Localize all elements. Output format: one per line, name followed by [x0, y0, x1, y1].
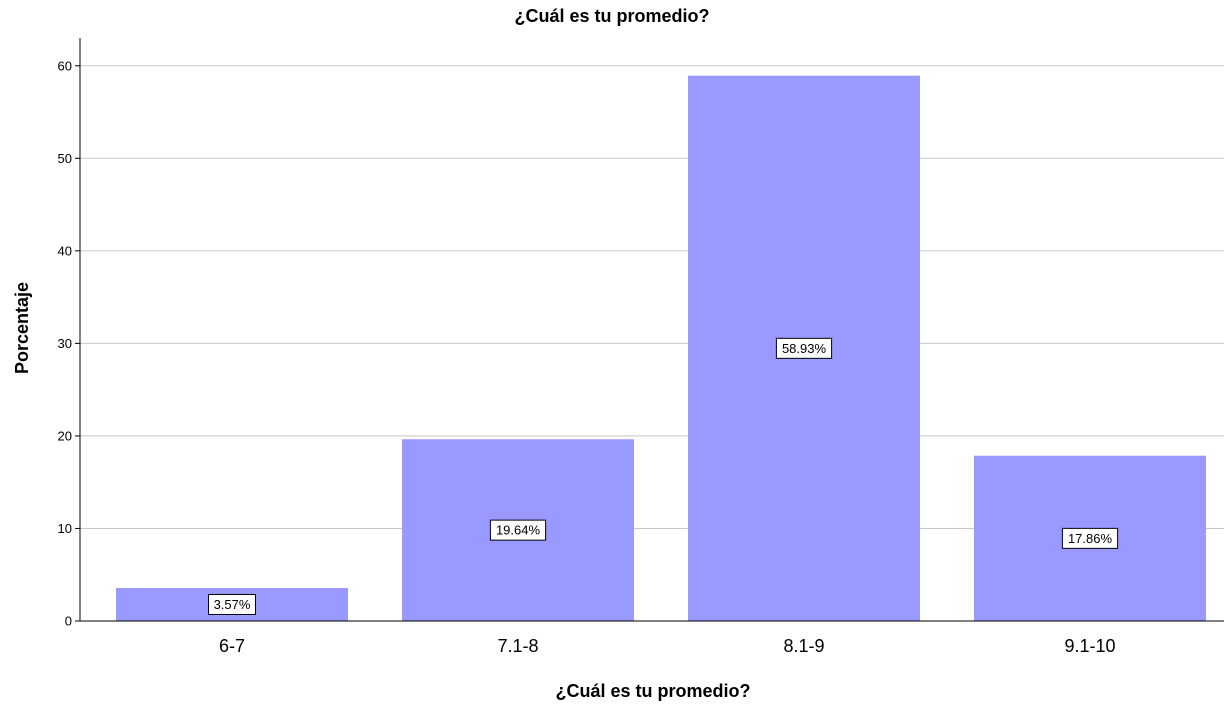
data-label: 58.93% [782, 341, 827, 356]
data-label: 3.57% [214, 597, 251, 612]
data-label-box [775, 337, 833, 359]
y-tick-label: 50 [58, 151, 72, 166]
y-tick-labels: 0 10 20 30 40 50 60 [58, 58, 72, 628]
x-tick-label: 9.1-10 [1064, 636, 1115, 656]
data-label-box [208, 593, 256, 615]
bars [116, 75, 1206, 622]
y-tick-label: 60 [58, 58, 72, 73]
x-tick-labels: 6-7 7.1-8 8.1-9 9.1-10 [219, 636, 1116, 656]
data-label: 19.64% [496, 523, 541, 538]
x-tick-label: 8.1-9 [783, 636, 824, 656]
x-tick-label: 6-7 [219, 636, 245, 656]
grid-lines [75, 65, 1224, 622]
data-label: 17.86% [1068, 531, 1113, 546]
chart-title: ¿Cuál es tu promedio? [514, 6, 709, 26]
data-label-box [489, 519, 547, 541]
y-tick-label: 10 [58, 521, 72, 536]
data-label-box [1061, 527, 1119, 549]
x-tick-label: 7.1-8 [497, 636, 538, 656]
y-tick-label: 0 [65, 614, 72, 629]
y-tick-label: 30 [58, 336, 72, 351]
x-axis-title: ¿Cuál es tu promedio? [555, 681, 750, 701]
axes [79, 38, 1224, 622]
y-axis-title: Porcentaje [12, 282, 32, 374]
y-tick-label: 20 [58, 428, 72, 443]
y-tick-label: 40 [58, 243, 72, 258]
data-labels: 3.57% 19.64% 58.93% 17.86% [208, 337, 1119, 615]
